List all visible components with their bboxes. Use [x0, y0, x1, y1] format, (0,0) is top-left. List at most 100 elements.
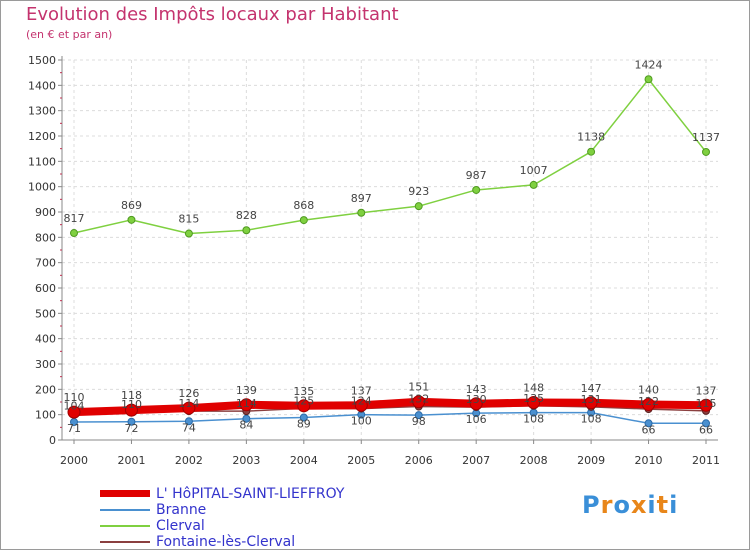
- logo-letter: P: [582, 491, 601, 519]
- data-point: [184, 417, 193, 426]
- data-label: 104: [64, 400, 85, 413]
- y-tick-label: 100: [35, 409, 56, 422]
- y-tick-label: 1500: [28, 54, 56, 67]
- logo-letter: i: [647, 491, 657, 519]
- data-point: [184, 229, 193, 238]
- data-label: 815: [178, 213, 199, 226]
- x-tick-label: 2000: [60, 454, 88, 467]
- data-label: 98: [412, 415, 426, 428]
- data-label: 1137: [692, 131, 720, 144]
- x-tick-label: 2003: [232, 454, 260, 467]
- data-label: 100: [351, 415, 372, 428]
- series-line-2: [73, 78, 707, 235]
- data-label: 147: [581, 382, 602, 395]
- data-point: [584, 396, 598, 410]
- data-point: [412, 395, 426, 409]
- data-point: [242, 414, 251, 423]
- data-label: 135: [293, 385, 314, 398]
- x-tick-label: 2010: [635, 454, 663, 467]
- y-tick-label: 800: [35, 231, 56, 244]
- legend-label-branne: Branne: [156, 502, 207, 518]
- data-label: 139: [236, 384, 257, 397]
- x-tick-label: 2001: [117, 454, 145, 467]
- data-point: [127, 215, 136, 224]
- legend-label-clerval: Clerval: [156, 518, 205, 534]
- data-label: 114: [178, 397, 199, 410]
- data-label: 130: [466, 393, 487, 406]
- data-point: [182, 401, 196, 415]
- series-line-1: [73, 411, 706, 425]
- legend-label-fontaine: Fontaine-lès-Clerval: [156, 534, 296, 550]
- logo-letter: x: [630, 491, 648, 519]
- legend-swatch-hopital: [100, 490, 150, 497]
- logo-letter: r: [600, 491, 614, 519]
- x-tick-label: 2011: [692, 454, 720, 467]
- series-line-0: [73, 397, 707, 417]
- data-label: 897: [351, 192, 372, 205]
- data-point: [124, 403, 138, 417]
- data-label: 131: [581, 393, 602, 406]
- x-tick-label: 2002: [175, 454, 203, 467]
- data-point: [587, 147, 596, 156]
- data-label: 126: [178, 387, 199, 400]
- data-point: [644, 419, 653, 428]
- data-label: 110: [121, 398, 142, 411]
- logo-letter: i: [669, 491, 679, 519]
- data-label: 66: [642, 423, 656, 436]
- y-tick-label: 1100: [28, 155, 56, 168]
- data-point: [299, 413, 308, 422]
- x-tick-label: 2008: [520, 454, 548, 467]
- data-point: [70, 229, 78, 238]
- data-label: 71: [67, 422, 81, 435]
- data-label: 108: [581, 413, 602, 426]
- legend-swatch-branne: [100, 509, 150, 511]
- data-label: 1007: [520, 164, 548, 177]
- logo-letter: o: [613, 491, 631, 519]
- data-label: 108: [523, 413, 544, 426]
- data-label: 114: [236, 397, 257, 410]
- y-tick-label: 0: [49, 434, 56, 447]
- data-label: 132: [408, 393, 429, 406]
- data-label: 72: [124, 422, 138, 435]
- data-label: 106: [466, 413, 487, 426]
- y-tick-label: 1200: [28, 130, 56, 143]
- data-label: 118: [121, 389, 142, 402]
- data-label: 125: [293, 394, 314, 407]
- data-label: 110: [64, 391, 85, 404]
- data-point: [414, 411, 423, 420]
- data-label: 868: [293, 199, 314, 212]
- y-tick-label: 700: [35, 257, 56, 270]
- data-label: 143: [466, 383, 487, 396]
- data-point: [529, 180, 538, 189]
- data-label: 137: [696, 384, 717, 397]
- data-label: 66: [699, 423, 713, 436]
- y-tick-label: 1000: [28, 181, 56, 194]
- data-label: 140: [638, 384, 659, 397]
- data-point: [702, 419, 710, 428]
- data-label: 1138: [577, 131, 605, 144]
- x-tick-label: 2006: [405, 454, 433, 467]
- data-label: 148: [523, 382, 544, 395]
- y-tick-label: 200: [35, 383, 56, 396]
- data-label: 923: [408, 185, 429, 198]
- data-label: 89: [297, 417, 311, 430]
- y-tick-label: 1400: [28, 79, 56, 92]
- data-point: [642, 398, 656, 412]
- logo-letter: t: [656, 491, 670, 519]
- y-tick-label: 600: [35, 282, 56, 295]
- data-label: 137: [351, 384, 372, 397]
- data-label: 135: [523, 392, 544, 405]
- data-point: [127, 417, 136, 426]
- x-tick-label: 2005: [347, 454, 375, 467]
- data-label: 124: [351, 395, 372, 408]
- data-label: 74: [182, 421, 196, 434]
- data-label: 817: [64, 212, 85, 225]
- y-tick-label: 400: [35, 333, 56, 346]
- data-point: [242, 226, 251, 235]
- legend-label-hopital: L' HôPITAL-SAINT-LIEFFROY: [156, 486, 345, 502]
- data-label: 987: [466, 169, 487, 182]
- data-point: [414, 202, 423, 211]
- data-point: [527, 396, 541, 410]
